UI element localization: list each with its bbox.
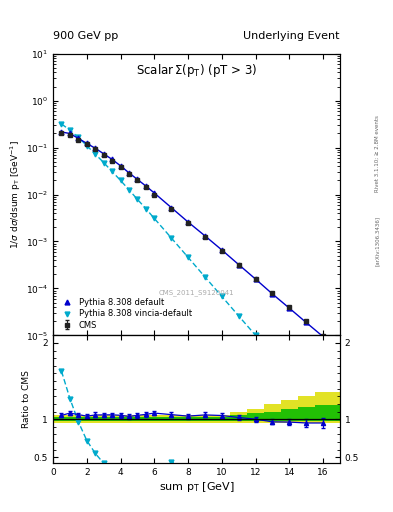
- Line: Pythia 8.308 default: Pythia 8.308 default: [59, 130, 325, 339]
- Pythia 8.308 default: [219, 247, 224, 253]
- Pythia 8.308 vincia-default: [253, 332, 258, 338]
- Pythia 8.308 default: [304, 319, 309, 326]
- Pythia 8.308 default: [253, 276, 258, 282]
- Pythia 8.308 vincia-default: [287, 371, 292, 377]
- Pythia 8.308 vincia-default: [186, 254, 191, 261]
- Text: [arXiv:1306.3436]: [arXiv:1306.3436]: [375, 216, 380, 266]
- Pythia 8.308 default: [135, 176, 140, 182]
- Pythia 8.308 vincia-default: [236, 313, 241, 319]
- Pythia 8.308 default: [152, 190, 157, 196]
- Pythia 8.308 default: [59, 129, 64, 135]
- Pythia 8.308 vincia-default: [76, 134, 81, 140]
- Y-axis label: 1/$\sigma$ d$\sigma$/dsum p$_\mathrm{T}$ [GeV$^{-1}$]: 1/$\sigma$ d$\sigma$/dsum p$_\mathrm{T}$…: [9, 140, 23, 249]
- Text: Scalar$\,\Sigma$(p$_\mathrm{T}$) (pT > 3): Scalar$\,\Sigma$(p$_\mathrm{T}$) (pT > 3…: [136, 62, 257, 79]
- Pythia 8.308 default: [169, 204, 174, 210]
- Pythia 8.308 vincia-default: [152, 216, 157, 222]
- Text: Underlying Event: Underlying Event: [243, 31, 340, 41]
- Pythia 8.308 default: [118, 163, 123, 169]
- Pythia 8.308 vincia-default: [118, 177, 123, 183]
- Pythia 8.308 default: [76, 135, 81, 141]
- Pythia 8.308 vincia-default: [169, 234, 174, 241]
- Pythia 8.308 vincia-default: [202, 274, 207, 280]
- Pythia 8.308 default: [236, 262, 241, 268]
- Pythia 8.308 vincia-default: [84, 143, 89, 149]
- Pythia 8.308 default: [321, 333, 325, 339]
- X-axis label: sum p$_\mathrm{T}$ [GeV]: sum p$_\mathrm{T}$ [GeV]: [159, 480, 234, 494]
- Pythia 8.308 vincia-default: [93, 151, 97, 157]
- Pythia 8.308 vincia-default: [59, 121, 64, 127]
- Pythia 8.308 vincia-default: [135, 196, 140, 202]
- Pythia 8.308 vincia-default: [270, 352, 275, 358]
- Pythia 8.308 vincia-default: [304, 391, 309, 397]
- Pythia 8.308 default: [110, 156, 114, 162]
- Text: CMS_2011_S9120041: CMS_2011_S9120041: [159, 289, 234, 296]
- Pythia 8.308 default: [84, 140, 89, 146]
- Pythia 8.308 vincia-default: [127, 187, 131, 193]
- Pythia 8.308 default: [270, 291, 275, 297]
- Pythia 8.308 default: [143, 183, 148, 189]
- Pythia 8.308 vincia-default: [101, 160, 106, 166]
- Legend: Pythia 8.308 default, Pythia 8.308 vincia-default, CMS: Pythia 8.308 default, Pythia 8.308 vinci…: [57, 296, 194, 331]
- Text: 900 GeV pp: 900 GeV pp: [53, 31, 118, 41]
- Y-axis label: Ratio to CMS: Ratio to CMS: [22, 370, 31, 429]
- Pythia 8.308 default: [68, 131, 72, 137]
- Pythia 8.308 vincia-default: [68, 127, 72, 133]
- Pythia 8.308 vincia-default: [321, 411, 325, 417]
- Text: Rivet 3.1.10; ≥ 2.8M events: Rivet 3.1.10; ≥ 2.8M events: [375, 115, 380, 192]
- Pythia 8.308 default: [287, 305, 292, 311]
- Pythia 8.308 default: [93, 145, 97, 152]
- Pythia 8.308 default: [101, 151, 106, 157]
- Pythia 8.308 vincia-default: [143, 206, 148, 212]
- Pythia 8.308 vincia-default: [219, 293, 224, 300]
- Pythia 8.308 vincia-default: [110, 168, 114, 175]
- Pythia 8.308 default: [186, 219, 191, 225]
- Pythia 8.308 default: [127, 170, 131, 176]
- Line: Pythia 8.308 vincia-default: Pythia 8.308 vincia-default: [59, 121, 325, 416]
- Pythia 8.308 default: [202, 233, 207, 239]
